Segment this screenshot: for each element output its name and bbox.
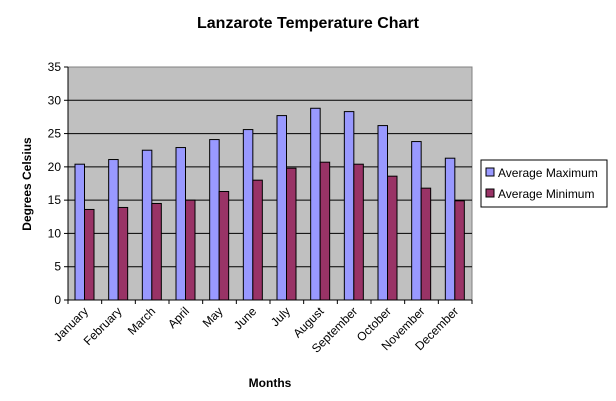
bar-min-october [387,175,398,301]
y-tick-label: 20 [48,160,62,174]
x-tick-label: July [268,304,293,329]
x-tick-label: May [200,304,226,330]
bar-min-february [117,206,129,301]
bar-max-october [377,125,388,301]
bar-min-april [185,199,196,301]
bar-min-may [218,190,230,301]
x-tick-label: June [231,304,260,333]
y-tick-label: 0 [54,293,61,307]
chart-title: Lanzarote Temperature Chart [197,15,420,32]
bar-max-april [175,147,186,301]
bar-max-july [276,115,287,301]
legend-swatch-max [485,167,495,177]
bar-max-november [411,141,422,301]
bar-min-july [286,167,297,301]
bar-max-may [209,139,220,301]
bar-min-august [319,161,331,301]
x-tick-label: April [165,304,192,331]
bar-max-september [343,111,355,301]
y-tick-label: 5 [54,260,61,274]
y-tick-label: 30 [48,93,62,107]
bar-max-june [242,129,254,301]
bar-min-june [252,179,263,301]
y-tick-label: 35 [48,60,62,74]
bar-max-march [141,149,153,301]
y-tick-label: 10 [48,226,62,240]
bar-min-january [84,208,95,301]
bar-max-january [74,163,85,301]
legend: Average Maximum Average Minimum [480,159,608,208]
y-tick-label: 25 [48,127,62,141]
legend-swatch-min [485,188,495,198]
legend-label-min: Average Minimum [498,187,594,201]
x-axis-label: Months [249,376,292,390]
bar-max-august [310,107,321,301]
bar-min-march [151,202,162,301]
bar-min-december [454,200,465,301]
bar-min-november [420,187,432,301]
y-axis-label: Degrees Celsius [20,137,34,231]
legend-label-max: Average Maximum [498,166,598,180]
bar-max-february [108,159,119,301]
bar-min-september [353,163,364,301]
y-tick-label: 15 [48,193,62,207]
plot-area [67,66,473,301]
x-tick-label: March [125,304,158,337]
bar-max-december [444,157,456,301]
